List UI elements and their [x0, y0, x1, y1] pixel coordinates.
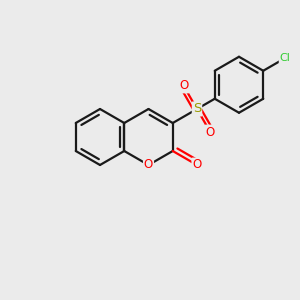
Text: O: O	[206, 125, 215, 139]
Text: Cl: Cl	[280, 53, 290, 63]
Text: S: S	[193, 103, 201, 116]
Text: O: O	[179, 80, 188, 92]
Text: O: O	[144, 158, 153, 172]
Text: O: O	[192, 158, 202, 172]
